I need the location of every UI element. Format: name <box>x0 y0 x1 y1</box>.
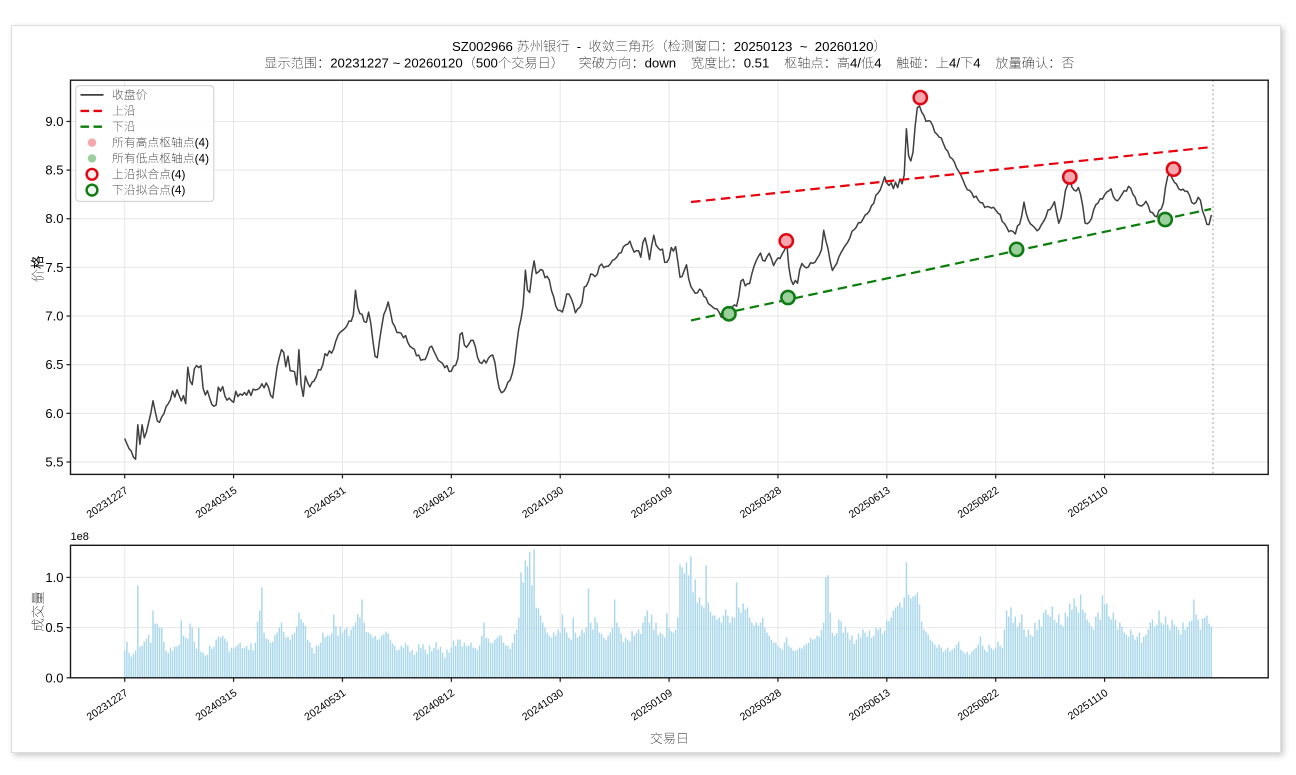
svg-text:20250822: 20250822 <box>956 687 1002 723</box>
svg-text:20240531: 20240531 <box>302 687 348 723</box>
svg-text:8.0: 8.0 <box>45 211 63 226</box>
svg-text:(4): (4) <box>171 167 185 181</box>
svg-text:1.0: 1.0 <box>45 570 63 585</box>
svg-text:20250328: 20250328 <box>738 484 784 520</box>
svg-text:20251110: 20251110 <box>1066 484 1111 519</box>
svg-text:1e8: 1e8 <box>71 531 89 543</box>
svg-text:20240315: 20240315 <box>193 687 239 723</box>
svg-text:4/: 4/ <box>949 56 960 71</box>
svg-text:20231227: 20231227 <box>330 56 389 71</box>
svg-text:(4): (4) <box>195 136 209 150</box>
svg-text:20250328: 20250328 <box>738 687 784 723</box>
svg-text:20260120: 20260120 <box>815 39 874 54</box>
svg-text:20240812: 20240812 <box>411 484 457 520</box>
svg-text:20251110: 20251110 <box>1066 687 1111 722</box>
svg-text:~: ~ <box>393 56 401 71</box>
svg-text:20250613: 20250613 <box>847 484 893 520</box>
svg-text:20250109: 20250109 <box>629 687 675 723</box>
svg-text:20241030: 20241030 <box>520 687 566 723</box>
svg-text:7.5: 7.5 <box>45 260 63 275</box>
svg-text:20250822: 20250822 <box>956 484 1002 520</box>
svg-text:20231227: 20231227 <box>85 687 131 723</box>
svg-text:8.5: 8.5 <box>45 163 63 178</box>
svg-text:7.0: 7.0 <box>45 309 63 324</box>
svg-text:20240812: 20240812 <box>411 687 457 723</box>
svg-text:20241030: 20241030 <box>520 484 566 520</box>
svg-text:格: 格 <box>31 255 46 269</box>
svg-text:20240315: 20240315 <box>193 484 239 520</box>
svg-text:9.0: 9.0 <box>45 114 63 129</box>
svg-text:20250109: 20250109 <box>629 484 675 520</box>
svg-text:20250123: 20250123 <box>734 39 793 54</box>
svg-text:SZ002966: SZ002966 <box>452 39 513 54</box>
svg-text:20250613: 20250613 <box>847 687 893 723</box>
svg-text:500: 500 <box>476 56 498 71</box>
svg-text:-: - <box>577 39 581 54</box>
svg-text:4: 4 <box>874 56 881 71</box>
svg-text:(4): (4) <box>171 183 185 197</box>
svg-text:20231227: 20231227 <box>85 484 131 520</box>
svg-text:20240531: 20240531 <box>302 484 348 520</box>
svg-text:4: 4 <box>973 56 980 71</box>
svg-text:(4): (4) <box>195 151 209 165</box>
svg-text:0.51: 0.51 <box>744 56 770 71</box>
svg-text:down: down <box>645 56 677 71</box>
svg-text:20260120: 20260120 <box>404 56 463 71</box>
svg-text:6.0: 6.0 <box>45 406 63 421</box>
svg-text:0.5: 0.5 <box>45 620 63 635</box>
svg-text:5.5: 5.5 <box>45 455 63 470</box>
svg-text:0.0: 0.0 <box>45 670 63 685</box>
svg-text:~: ~ <box>800 39 808 54</box>
svg-text:4/: 4/ <box>850 56 861 71</box>
svg-text:6.5: 6.5 <box>45 357 63 372</box>
